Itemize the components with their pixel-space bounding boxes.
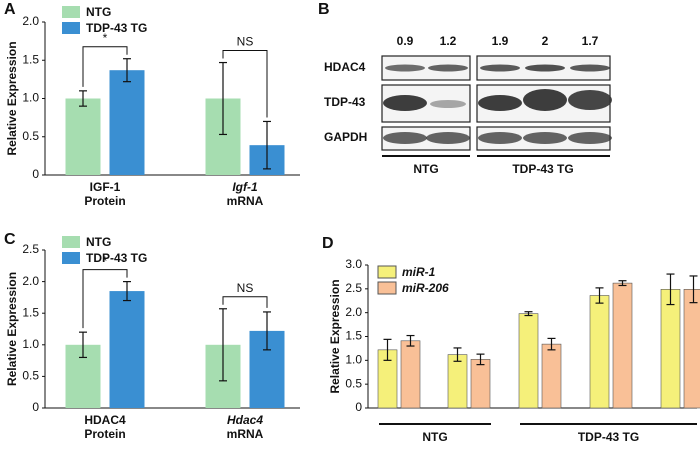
bar xyxy=(612,282,633,409)
significance-bracket xyxy=(82,46,128,87)
y-axis-title: Relative Expression xyxy=(5,272,19,386)
y-tick-label: 1.0 xyxy=(345,353,362,367)
bar xyxy=(683,289,700,409)
legend-swatch xyxy=(62,236,80,248)
quantification: 1.9 xyxy=(492,34,509,48)
panel-label: B xyxy=(318,1,330,18)
y-axis-title: Relative Expression xyxy=(5,41,19,155)
error-bar xyxy=(219,61,227,136)
group-label: NTG xyxy=(413,162,438,176)
y-tick-label: 1.0 xyxy=(22,337,39,351)
y-tick-label: 0.5 xyxy=(345,376,362,390)
bar xyxy=(541,343,562,409)
legend-label: TDP-43 TG xyxy=(86,251,147,265)
error-bar xyxy=(453,347,462,362)
panel-label: A xyxy=(4,1,16,18)
x-tick-label: IGF-1 xyxy=(90,180,121,194)
y-tick-label: 0 xyxy=(32,400,39,414)
panel-label: D xyxy=(322,235,334,252)
bar xyxy=(65,98,101,175)
legend-label: NTG xyxy=(86,5,111,19)
y-tick-label: 1.5 xyxy=(345,329,362,343)
row-label: TDP-43 xyxy=(324,95,366,109)
legend-label: NTG xyxy=(86,235,111,249)
x-tick-label: Protein xyxy=(84,194,125,208)
significance-bracket xyxy=(222,296,268,308)
x-tick-label: mRNA xyxy=(227,427,264,441)
y-tick-label: 2.5 xyxy=(345,281,362,295)
significance-label: NS xyxy=(237,35,254,49)
quantification: 2 xyxy=(542,34,549,48)
error-bar xyxy=(263,120,271,170)
bar xyxy=(109,70,145,175)
legend-swatch xyxy=(62,252,80,264)
y-tick-label: 0.5 xyxy=(22,129,39,143)
panel-label: C xyxy=(4,231,16,248)
y-tick-label: 2.0 xyxy=(22,274,39,288)
bar xyxy=(470,359,491,409)
y-tick-label: 0 xyxy=(32,167,39,181)
quantification: 0.9 xyxy=(397,34,414,48)
blot-bands xyxy=(383,64,612,144)
y-tick-label: 1.0 xyxy=(22,91,39,105)
error-bar xyxy=(618,280,627,287)
legend-label: miR-1 xyxy=(402,265,436,279)
group-label: TDP-43 TG xyxy=(512,162,573,176)
y-tick-label: 0.5 xyxy=(22,369,39,383)
y-tick-label: 1.5 xyxy=(22,52,39,66)
significance-bracket xyxy=(222,50,268,118)
x-tick-label: HDAC4 xyxy=(84,413,126,427)
error-bar xyxy=(79,331,87,359)
y-tick-label: 3.0 xyxy=(345,257,362,271)
y-tick-label: 0 xyxy=(355,400,362,414)
error-bar xyxy=(123,58,131,83)
row-label: HDAC4 xyxy=(324,60,366,74)
significance-bracket xyxy=(82,269,128,329)
legend-swatch xyxy=(377,265,397,279)
significance-label: * xyxy=(103,254,108,268)
error-bar xyxy=(666,273,675,306)
y-tick-label: 2.0 xyxy=(22,14,39,28)
legend-swatch xyxy=(62,22,80,34)
error-bar xyxy=(383,338,392,361)
bar xyxy=(518,313,539,409)
error-bar xyxy=(595,287,604,304)
row-label: GAPDH xyxy=(324,130,367,144)
error-bar xyxy=(524,311,533,317)
error-bar xyxy=(406,334,415,347)
y-tick-label: 1.5 xyxy=(22,305,39,319)
bar xyxy=(400,340,421,409)
error-bar xyxy=(263,311,271,351)
bar xyxy=(109,291,145,408)
bar xyxy=(589,295,610,409)
y-tick-label: 2.0 xyxy=(345,305,362,319)
quantification: 1.7 xyxy=(582,34,599,48)
bar xyxy=(660,289,681,409)
error-bar xyxy=(476,353,485,366)
error-bar xyxy=(123,281,131,302)
x-tick-label: Igf-1 xyxy=(232,180,258,194)
legend-label: TDP-43 TG xyxy=(86,21,147,35)
legend-swatch xyxy=(377,281,397,295)
significance-label: * xyxy=(103,31,108,45)
y-axis-title: Relative Expression xyxy=(328,279,342,393)
x-tick-label: Protein xyxy=(84,427,125,441)
quantification: 1.2 xyxy=(440,34,457,48)
x-tick-label: Hdac4 xyxy=(227,413,263,427)
significance-label: NS xyxy=(237,281,254,295)
error-bar xyxy=(689,275,698,304)
bar xyxy=(447,354,468,409)
error-bar xyxy=(219,308,227,382)
group-label: TDP-43 TG xyxy=(578,430,639,444)
group-label: NTG xyxy=(422,430,447,444)
legend-swatch xyxy=(62,6,80,18)
error-bar xyxy=(547,337,556,351)
error-bar xyxy=(79,90,87,107)
x-tick-label: mRNA xyxy=(227,194,264,208)
y-tick-label: 2.5 xyxy=(22,242,39,256)
legend-label: miR-206 xyxy=(402,281,449,295)
